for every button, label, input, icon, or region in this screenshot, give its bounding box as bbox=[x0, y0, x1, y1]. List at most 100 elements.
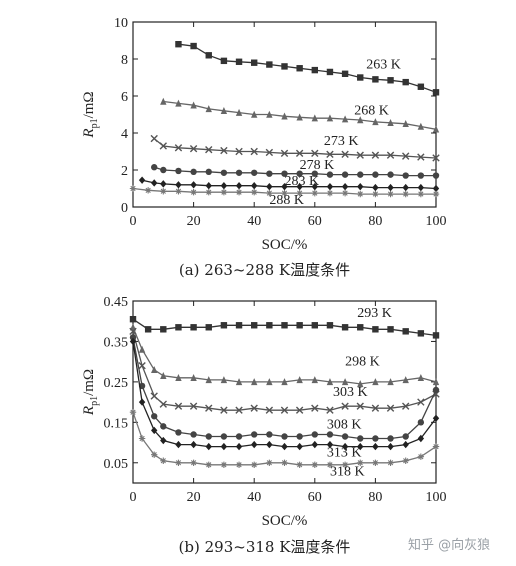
chart-1-data-point bbox=[220, 182, 228, 190]
chart-2-data-point bbox=[417, 398, 425, 406]
chart-2-data-point bbox=[129, 337, 137, 346]
chart-2-data-point bbox=[432, 378, 440, 386]
chart-2-series-6 bbox=[129, 409, 440, 468]
chart-2-data-point bbox=[250, 404, 258, 412]
chart-1-data-point bbox=[341, 189, 349, 197]
chart-1-data-point bbox=[160, 166, 167, 174]
chart-2-data-point bbox=[251, 378, 258, 386]
chart-1-data-point bbox=[281, 170, 288, 177]
chart-1-data-point bbox=[402, 78, 409, 86]
chart-1-series-annotation: 273 K bbox=[324, 134, 359, 149]
chart-2-data-point bbox=[251, 322, 258, 329]
chart-1-data-point bbox=[326, 68, 334, 76]
chart-1-series-3 bbox=[150, 134, 440, 162]
chart-1-data-point bbox=[432, 184, 440, 193]
chart-1-data-point bbox=[175, 41, 182, 48]
chart-1-data-point bbox=[402, 152, 410, 160]
chart-2-data-point bbox=[235, 442, 243, 451]
chart-2-data-point bbox=[387, 435, 394, 442]
chart-2-data-point bbox=[144, 326, 152, 333]
chart-2-data-point bbox=[138, 362, 146, 370]
chart-2-data-point bbox=[129, 334, 137, 341]
chart-1-data-point bbox=[372, 183, 379, 192]
chart-2-data-point bbox=[160, 372, 167, 380]
chart-1-data-point bbox=[402, 190, 409, 198]
chart-1-x-tick-label: 0 bbox=[130, 214, 137, 229]
chart-2-data-point bbox=[386, 404, 395, 412]
chart-2-y-axis-label: Rp1/mΩ bbox=[81, 369, 100, 416]
chart-2-data-point bbox=[129, 409, 137, 416]
chart-1-data-point bbox=[205, 105, 212, 113]
chart-1-y-tick-label: 8 bbox=[121, 53, 128, 68]
chart-1-data-point bbox=[205, 168, 212, 176]
chart-1-data-point bbox=[266, 189, 273, 197]
chart-2-data-point bbox=[266, 378, 273, 386]
chart-2-data-point bbox=[341, 378, 349, 386]
chart-1-series-annotation: 283 K bbox=[285, 174, 320, 189]
chart-2-data-point bbox=[371, 404, 380, 412]
chart-1-data-point bbox=[175, 99, 182, 107]
chart-2-series-line bbox=[132, 341, 437, 448]
chart-1-data-point bbox=[220, 107, 228, 114]
chart-1-data-point bbox=[341, 70, 349, 77]
chart-1-data-point bbox=[387, 119, 394, 127]
chart-1-data-point bbox=[417, 183, 425, 192]
chart-2-data-point bbox=[175, 429, 182, 436]
chart-2-y-tick-label: 0.15 bbox=[104, 416, 129, 431]
chart-2-data-point bbox=[235, 433, 243, 440]
chart-1-data-point bbox=[357, 171, 364, 178]
chart-2-data-point bbox=[235, 378, 243, 386]
chart-1-x-tick-label: 100 bbox=[426, 214, 447, 229]
chart-1-data-point bbox=[371, 151, 380, 159]
chart-1-data-point bbox=[190, 101, 197, 109]
chart-2-data-point bbox=[387, 459, 394, 466]
chart-2-data-point bbox=[235, 461, 243, 468]
chart-1-data-point bbox=[159, 142, 167, 150]
chart-1-data-point bbox=[432, 154, 440, 162]
chart-1-data-point bbox=[190, 168, 197, 176]
chart-2-data-point bbox=[159, 400, 167, 408]
chart-2-data-point bbox=[417, 374, 425, 382]
chart-2-data-point bbox=[160, 326, 167, 333]
chart-1-data-point bbox=[311, 182, 318, 191]
chart-1-data-point bbox=[417, 172, 425, 179]
chart-1-y-tick-label: 2 bbox=[121, 164, 128, 179]
chart-2-series-5 bbox=[129, 337, 440, 451]
chart-1-data-point bbox=[205, 182, 212, 190]
chart-2-data-point bbox=[402, 376, 409, 384]
chart-2-data-point bbox=[151, 413, 158, 420]
chart-2-data-point bbox=[341, 461, 349, 468]
chart-1-data-point bbox=[326, 182, 334, 191]
chart-2-data-point bbox=[205, 404, 213, 412]
chart-1-data-point bbox=[402, 172, 409, 179]
chart-2-data-point bbox=[280, 406, 289, 414]
chart-1-data-point bbox=[296, 65, 303, 72]
chart-1-data-point bbox=[296, 189, 303, 197]
chart-2-data-point bbox=[357, 435, 364, 442]
chart-2-data-point bbox=[341, 433, 349, 440]
chart-2-series-1 bbox=[129, 316, 440, 339]
chart-1-data-point bbox=[357, 74, 364, 81]
chart-2-data-point bbox=[417, 419, 425, 426]
chart-1-data-point bbox=[151, 179, 158, 187]
chart-1-data-point bbox=[251, 189, 258, 196]
chart-1-data-point bbox=[296, 113, 303, 121]
chart-2-x-tick-label: 0 bbox=[130, 490, 137, 505]
chart-1-data-point bbox=[220, 146, 228, 155]
chart-2-data-point bbox=[326, 378, 334, 386]
chart-1-data-point bbox=[190, 42, 197, 50]
chart-2-y-tick-label: 0.05 bbox=[104, 457, 129, 472]
chart-1-series-annotation: 278 K bbox=[300, 158, 335, 173]
chart-2-data-point bbox=[417, 330, 425, 337]
chart-1-data-point bbox=[402, 183, 409, 192]
chart-2-series-annotation: 318 K bbox=[330, 465, 365, 480]
chart-2-y-tick-label: 0.45 bbox=[104, 295, 129, 310]
chart-2-series-annotation: 303 K bbox=[333, 385, 368, 400]
chart-1-data-point bbox=[175, 181, 182, 189]
chart-2-data-point bbox=[402, 433, 409, 440]
chart-1-y-axis-label: Rp1/mΩ bbox=[81, 91, 100, 138]
chart-2-series-line bbox=[132, 331, 437, 411]
chart-2-data-point bbox=[326, 431, 334, 438]
